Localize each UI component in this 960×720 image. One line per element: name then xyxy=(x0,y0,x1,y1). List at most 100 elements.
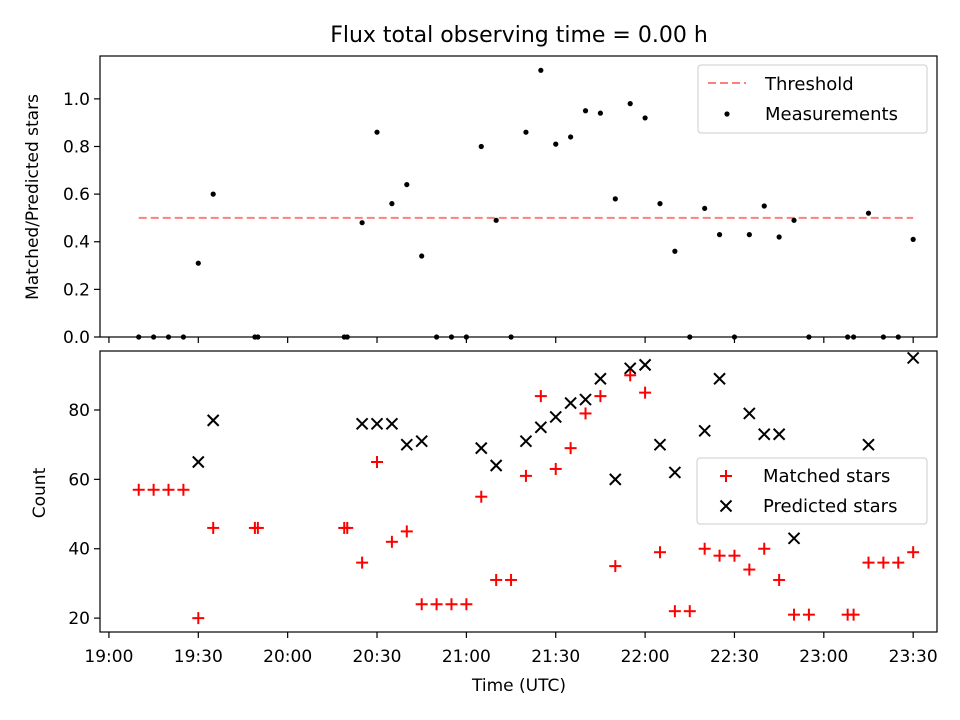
predicted-star-point xyxy=(385,417,399,431)
count-x-tick-label: 20:30 xyxy=(353,647,402,667)
matched-star-point xyxy=(683,605,696,618)
matched-star-point xyxy=(251,521,264,534)
matched-star-point xyxy=(907,546,920,559)
ratio-x-axis xyxy=(108,337,914,343)
measurement-point xyxy=(523,129,529,135)
predicted-star-point xyxy=(862,438,875,451)
matched-star-point xyxy=(460,598,473,611)
matched-star-point xyxy=(177,483,190,496)
matched-star-point xyxy=(147,483,160,496)
ratio-y-tick-label: 1.0 xyxy=(63,90,90,110)
ratio-legend-box xyxy=(697,64,928,134)
count-legend-box xyxy=(696,457,928,525)
count-y-tick-label: 60 xyxy=(68,470,90,490)
predicted-star-point xyxy=(519,434,533,448)
matched-star-point xyxy=(743,563,756,576)
predicted-star-point xyxy=(713,372,726,385)
predicted-star-point xyxy=(772,428,786,441)
matched-star-point xyxy=(192,612,205,625)
ratio-y-tick-label: 0.4 xyxy=(63,233,90,253)
predicted-star-point xyxy=(743,407,756,420)
measurement-point xyxy=(568,134,574,140)
matched-star-point xyxy=(698,542,711,555)
ratio-y-axis-label: Matched/Predicted stars xyxy=(23,94,43,300)
legend-predicted-swatch xyxy=(719,499,733,513)
predicted-star-point xyxy=(668,466,682,479)
count-x-tick-label: 23:00 xyxy=(799,647,848,667)
ratio-plot-marks xyxy=(136,67,916,340)
predicted-star-point xyxy=(638,358,652,372)
predicted-star-point xyxy=(549,410,562,424)
measurement-point xyxy=(538,67,544,73)
predicted-star-point xyxy=(415,434,428,448)
count-plot-marks xyxy=(132,351,920,625)
ratio-y-axis: 0.0 0.2 0.4 0.6 0.8 1.0 xyxy=(63,90,100,348)
count-x-tick-label: 23:30 xyxy=(889,647,938,667)
matched-star-point xyxy=(549,462,562,475)
ratio-y-tick-label: 0.2 xyxy=(63,280,90,300)
matched-star-point xyxy=(609,560,622,573)
matched-star-point xyxy=(788,608,801,621)
legend-measurements-swatch xyxy=(724,111,730,117)
measurement-point xyxy=(404,181,410,188)
legend-matched-marker xyxy=(720,470,732,482)
ratio-y-tick-label: 0.6 xyxy=(63,185,90,205)
measurement-point xyxy=(597,110,604,116)
predicted-star-point xyxy=(370,417,384,431)
count-y-tick-label: 20 xyxy=(68,609,90,629)
predicted-star-point xyxy=(489,459,503,472)
predicted-star-point xyxy=(609,473,622,486)
matched-star-point xyxy=(773,573,786,586)
chart-title: Flux total observing time = 0.00 h xyxy=(330,23,708,48)
measurement-point xyxy=(582,108,589,114)
count-x-tick-label: 19:00 xyxy=(84,647,133,667)
matched-star-point xyxy=(653,546,666,559)
matched-star-point xyxy=(594,390,607,403)
measurement-point xyxy=(791,217,797,223)
predicted-star-point xyxy=(906,351,920,365)
count-panel: 20 40 60 80 19:00 19:30 20:00 20:30 21:00 21:30 2… xyxy=(30,350,938,696)
legend-threshold-label: Threshold xyxy=(764,74,854,95)
matched-star-point xyxy=(624,369,637,382)
measurement-point xyxy=(419,253,425,259)
matched-star-point xyxy=(534,390,547,403)
measurement-point xyxy=(910,236,916,242)
measurement-point xyxy=(642,115,648,121)
count-x-tick-label: 20:00 xyxy=(263,647,312,667)
measurement-point xyxy=(761,203,767,209)
count-y-tick-label: 40 xyxy=(68,540,90,560)
measurement-point xyxy=(672,248,678,254)
predicted-star-point xyxy=(534,421,548,434)
legend-measurements-label: Measurements xyxy=(765,104,898,125)
measurement-point xyxy=(627,101,633,107)
count-y-axis-label: Count xyxy=(30,467,50,518)
count-x-tick-label: 19:30 xyxy=(174,647,223,667)
measurement-point xyxy=(553,141,559,147)
matched-star-point xyxy=(385,535,398,548)
matched-star-point xyxy=(341,521,354,534)
predicted-star-point xyxy=(400,438,414,451)
measurement-point xyxy=(478,143,484,150)
matched-star-point xyxy=(445,598,458,611)
matched-star-point xyxy=(490,573,503,586)
ratio-plot-frame xyxy=(99,55,938,338)
ratio-y-tick-label: 0.8 xyxy=(63,137,90,157)
measurement-point xyxy=(702,205,708,212)
legend-predicted-label: Predicted stars xyxy=(763,496,897,517)
matched-star-point xyxy=(802,608,815,621)
predicted-star-point xyxy=(698,424,711,437)
measurement-point xyxy=(374,129,380,135)
measurement-point xyxy=(612,196,618,202)
matched-star-point xyxy=(758,542,771,555)
matched-star-point xyxy=(639,386,652,399)
matched-star-point xyxy=(892,556,905,569)
count-x-axis-label: Time (UTC) xyxy=(471,676,566,696)
matched-star-point xyxy=(371,456,384,469)
measurement-point xyxy=(389,201,395,207)
measurement-point xyxy=(359,220,365,226)
count-y-tick-label: 80 xyxy=(68,401,90,421)
ratio-panel: 0.0 0.2 0.4 0.6 0.8 1.0 Matched/Predicted sta… xyxy=(23,55,938,348)
matched-star-point xyxy=(877,556,890,569)
predicted-star-point xyxy=(192,455,205,469)
matched-star-point xyxy=(519,469,532,482)
